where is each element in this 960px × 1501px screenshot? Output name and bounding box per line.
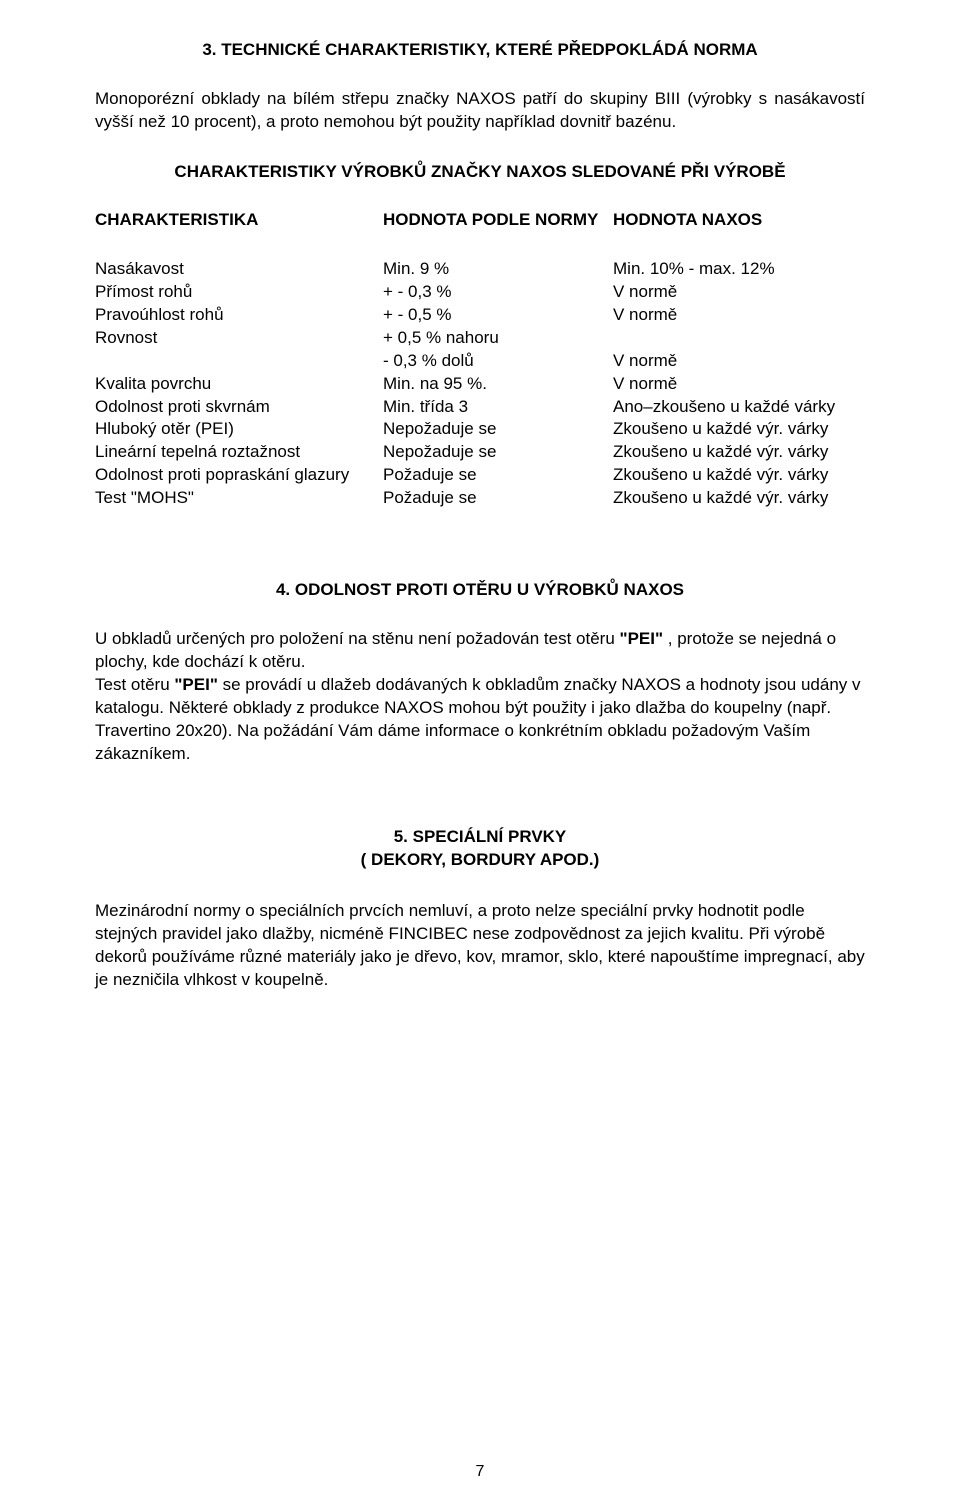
cell-naxos-value: Zkoušeno u každé výr. várky (613, 418, 865, 441)
cell-characteristic: Odolnost proti popraskání glazury (95, 464, 383, 487)
cell-characteristic: Rovnost (95, 327, 383, 350)
characteristics-table-header: CHARAKTERISTIKA HODNOTA PODLE NORMY HODN… (95, 210, 865, 230)
table-row: Pravoúhlost rohů+ - 0,5 %V normě (95, 304, 865, 327)
table-row: Test "MOHS"Požaduje seZkoušeno u každé v… (95, 487, 865, 510)
section5-title-line1: 5. SPECIÁLNÍ PRVKY (394, 827, 567, 846)
cell-naxos-value: V normě (613, 304, 865, 327)
cell-naxos-value: Zkoušeno u každé výr. várky (613, 487, 865, 510)
table-header-naxos-value: HODNOTA NAXOS (613, 210, 865, 230)
cell-characteristic: Přímost rohů (95, 281, 383, 304)
cell-norm-value: Min. na 95 %. (383, 373, 613, 396)
cell-characteristic: Test "MOHS" (95, 487, 383, 510)
cell-characteristic: Pravoúhlost rohů (95, 304, 383, 327)
cell-naxos-value: V normě (613, 350, 865, 373)
section4-paragraph-2: Test otěru "PEI" se provádí u dlažeb dod… (95, 674, 865, 766)
page-number: 7 (0, 1463, 960, 1481)
cell-norm-value: Min. 9 % (383, 258, 613, 281)
cell-characteristic (95, 350, 383, 373)
table-row: Odolnost proti skvrnámMin. třída 3Ano–zk… (95, 396, 865, 419)
cell-norm-value: + - 0,3 % (383, 281, 613, 304)
bold-pei: "PEI" (620, 629, 664, 648)
cell-naxos-value (613, 327, 865, 350)
cell-norm-value: Nepožaduje se (383, 418, 613, 441)
cell-characteristic: Kvalita povrchu (95, 373, 383, 396)
section3-intro-paragraph: Monoporézní obklady na bílém střepu znač… (95, 88, 865, 134)
cell-norm-value: - 0,3 % dolů (383, 350, 613, 373)
cell-norm-value: Min. třída 3 (383, 396, 613, 419)
table-header-characteristic: CHARAKTERISTIKA (95, 210, 383, 230)
cell-naxos-value: Min. 10% - max. 12% (613, 258, 865, 281)
table-row: Odolnost proti popraskání glazuryPožaduj… (95, 464, 865, 487)
cell-characteristic: Odolnost proti skvrnám (95, 396, 383, 419)
text-span: U obkladů určených pro položení na stěnu… (95, 629, 620, 648)
cell-naxos-value: Zkoušeno u každé výr. várky (613, 464, 865, 487)
cell-norm-value: + - 0,5 % (383, 304, 613, 327)
cell-characteristic: Nasákavost (95, 258, 383, 281)
cell-norm-value: Nepožaduje se (383, 441, 613, 464)
section3-subheading: CHARAKTERISTIKY VÝROBKŮ ZNAČKY NAXOS SLE… (95, 162, 865, 182)
cell-naxos-value: Zkoušeno u každé výr. várky (613, 441, 865, 464)
table-row: Kvalita povrchuMin. na 95 %.V normě (95, 373, 865, 396)
cell-norm-value: Požaduje se (383, 464, 613, 487)
cell-norm-value: Požaduje se (383, 487, 613, 510)
section3-title: 3. TECHNICKÉ CHARAKTERISTIKY, KTERÉ PŘED… (95, 40, 865, 60)
section5-title: 5. SPECIÁLNÍ PRVKY ( DEKORY, BORDURY APO… (95, 826, 865, 872)
text-span: Test otěru (95, 675, 174, 694)
table-header-norm-value: HODNOTA PODLE NORMY (383, 210, 613, 230)
characteristics-table-body: NasákavostMin. 9 %Min. 10% - max. 12%Pří… (95, 258, 865, 510)
bold-pei: "PEI" (174, 675, 218, 694)
table-row: - 0,3 % dolůV normě (95, 350, 865, 373)
document-page: 3. TECHNICKÉ CHARAKTERISTIKY, KTERÉ PŘED… (0, 0, 960, 1501)
cell-norm-value: + 0,5 % nahoru (383, 327, 613, 350)
table-row: Přímost rohů+ - 0,3 %V normě (95, 281, 865, 304)
section4-title: 4. ODOLNOST PROTI OTĚRU U VÝROBKŮ NAXOS (95, 580, 865, 600)
section4-paragraph-1: U obkladů určených pro položení na stěnu… (95, 628, 865, 674)
table-row: Hluboký otěr (PEI)Nepožaduje seZkoušeno … (95, 418, 865, 441)
table-row: NasákavostMin. 9 %Min. 10% - max. 12% (95, 258, 865, 281)
cell-naxos-value: Ano–zkoušeno u každé várky (613, 396, 865, 419)
cell-characteristic: Hluboký otěr (PEI) (95, 418, 383, 441)
table-row: Rovnost+ 0,5 % nahoru (95, 327, 865, 350)
table-row: Lineární tepelná roztažnostNepožaduje se… (95, 441, 865, 464)
cell-characteristic: Lineární tepelná roztažnost (95, 441, 383, 464)
section5-paragraph: Mezinárodní normy o speciálních prvcích … (95, 900, 865, 992)
cell-naxos-value: V normě (613, 281, 865, 304)
cell-naxos-value: V normě (613, 373, 865, 396)
section5-title-line2: ( DEKORY, BORDURY APOD.) (361, 850, 600, 869)
